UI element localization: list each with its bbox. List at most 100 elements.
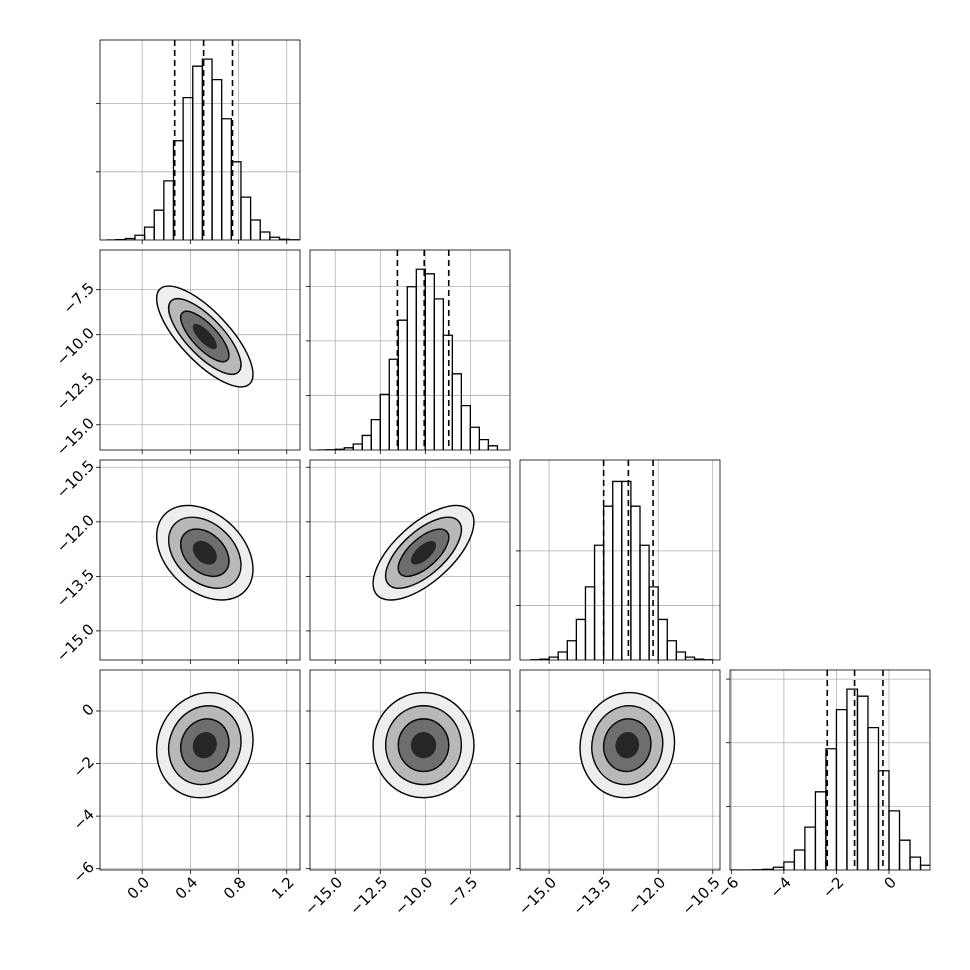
- x-tick-label: −12.0: [624, 873, 669, 918]
- contour: [615, 732, 640, 759]
- histogram-bin: [487, 445, 499, 450]
- histogram-bin: [406, 286, 417, 450]
- histogram-bin: [835, 708, 848, 870]
- y-tick-label: −4: [70, 805, 98, 833]
- histogram-bin: [612, 480, 623, 660]
- histogram-bin: [478, 438, 490, 450]
- histogram-bin: [566, 640, 578, 660]
- histogram-bin: [684, 656, 696, 660]
- histogram-bin: [584, 586, 596, 660]
- histogram-bin: [666, 640, 678, 660]
- histogram-bin: [856, 695, 869, 870]
- histogram-bin: [898, 839, 911, 870]
- x-tick-label: −15.0: [301, 873, 346, 918]
- histogram-bin: [548, 656, 559, 660]
- histogram-bin: [867, 726, 880, 870]
- histogram-bin: [772, 866, 785, 870]
- panel-frame: [519, 669, 721, 871]
- histogram-bin: [259, 231, 271, 240]
- histogram-bin: [793, 849, 806, 870]
- histogram-bin: [469, 426, 481, 450]
- contour: [192, 540, 217, 565]
- histogram-bin: [240, 196, 252, 240]
- x-tick-label: 1.2: [268, 873, 298, 903]
- histogram-bin: [352, 443, 363, 450]
- histogram-bin: [182, 96, 194, 240]
- contour: [410, 540, 437, 565]
- histogram-bin: [621, 480, 632, 660]
- density-panel: [100, 460, 300, 660]
- histogram-bin: [249, 219, 261, 240]
- x-tick-label: −10.5: [679, 873, 724, 918]
- panel-frame: [99, 39, 301, 241]
- histogram-bin: [593, 544, 605, 660]
- x-tick-label: −7.5: [443, 873, 481, 911]
- histogram-bin: [153, 209, 165, 240]
- density-panel: [310, 670, 510, 870]
- density-panel: [520, 670, 720, 870]
- y-tick-label: −13.5: [53, 566, 98, 611]
- histogram-bin: [460, 404, 472, 450]
- histogram-bin: [602, 505, 614, 660]
- y-tick-label: −7.5: [60, 279, 98, 317]
- x-tick-label: 0.4: [172, 873, 202, 903]
- contour: [410, 732, 437, 759]
- histogram-bin: [919, 864, 930, 870]
- x-tick-label: 0.8: [220, 873, 250, 903]
- histogram-bin: [846, 688, 859, 870]
- panel-frame: [309, 249, 511, 451]
- panel-frame: [729, 669, 931, 871]
- histogram-bin: [814, 791, 827, 870]
- x-tick-label: −2: [819, 873, 847, 901]
- histogram-bin: [575, 618, 587, 660]
- histogram-bin: [163, 180, 175, 240]
- x-tick-label: 0.0: [124, 873, 154, 903]
- y-tick-label: −10.0: [53, 324, 98, 369]
- x-tick-label: −12.5: [346, 873, 391, 918]
- panel-frame: [309, 669, 511, 871]
- histogram-bin: [639, 544, 650, 660]
- panel-frame: [519, 459, 721, 661]
- y-tick-label: −15.0: [53, 414, 98, 459]
- histogram-bin: [379, 393, 390, 450]
- contour: [192, 732, 217, 759]
- histogram-bin: [657, 618, 668, 660]
- y-tick-label: −10.5: [53, 457, 98, 502]
- histogram-panel: [520, 460, 720, 660]
- density-panel: [100, 250, 300, 450]
- histogram-bin: [888, 810, 901, 870]
- x-tick-label: −6: [714, 873, 742, 901]
- panel-frame: [99, 459, 301, 661]
- histogram-panel: [310, 250, 510, 450]
- histogram-bin: [143, 226, 155, 240]
- density-panel: [100, 670, 300, 870]
- panel-frame: [309, 459, 511, 661]
- histogram-bin: [783, 861, 796, 870]
- histogram-panel: [100, 40, 300, 240]
- y-tick-label: −6: [70, 858, 98, 886]
- histogram-bin: [451, 373, 463, 450]
- histogram-bin: [630, 505, 641, 660]
- histogram-bin: [909, 856, 922, 870]
- histogram-bin: [424, 273, 435, 450]
- y-tick-label: 0: [79, 700, 98, 719]
- x-tick-label: 0: [881, 873, 900, 892]
- histogram-bin: [433, 298, 444, 450]
- histogram-bin: [361, 434, 372, 450]
- histogram-bin: [442, 334, 453, 450]
- histogram-bin: [557, 651, 568, 660]
- x-tick-label: −13.5: [569, 873, 614, 918]
- x-tick-label: −15.0: [515, 873, 560, 918]
- histogram-bin: [397, 319, 408, 450]
- histogram-bin: [370, 418, 381, 450]
- x-tick-label: −10.0: [391, 873, 436, 918]
- histogram-bin: [221, 118, 232, 240]
- panel-frame: [99, 669, 301, 871]
- x-tick-label: −4: [767, 873, 795, 901]
- histogram-bin: [269, 236, 281, 240]
- histogram-bin: [192, 65, 204, 240]
- y-tick-label: −12.5: [53, 369, 98, 414]
- density-panel: [310, 460, 510, 660]
- y-tick-label: −12.0: [53, 511, 98, 556]
- panel-frame: [99, 249, 301, 451]
